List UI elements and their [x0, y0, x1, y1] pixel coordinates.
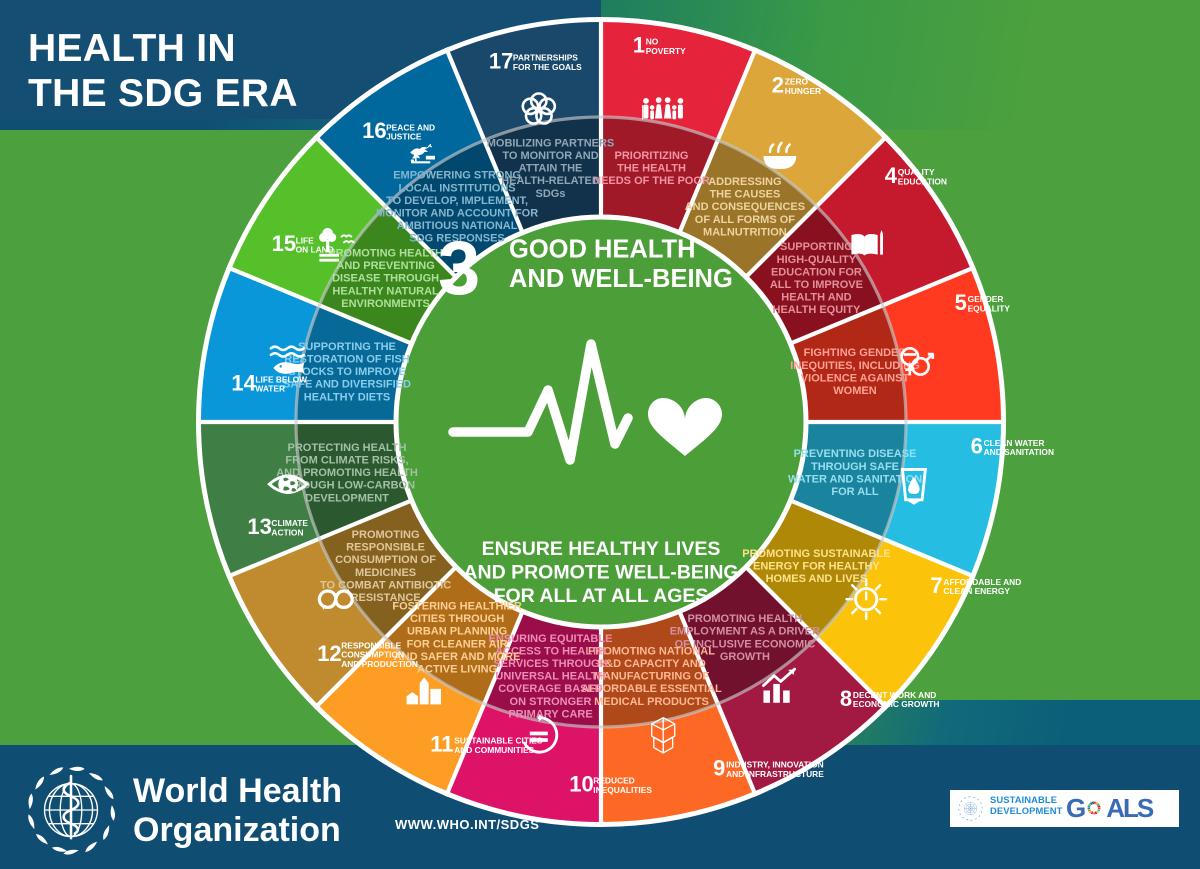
- svg-text:12: 12: [317, 641, 341, 666]
- svg-text:6: 6: [971, 434, 983, 459]
- svg-text:9: 9: [713, 756, 725, 781]
- svg-text:3: 3: [438, 226, 480, 311]
- svg-text:15: 15: [272, 231, 296, 256]
- svg-text:1: 1: [633, 32, 645, 57]
- svg-text:5: 5: [955, 290, 967, 315]
- svg-text:7: 7: [930, 573, 942, 598]
- svg-text:14: 14: [231, 370, 256, 395]
- svg-text:16: 16: [362, 118, 386, 143]
- svg-text:11: 11: [430, 731, 453, 756]
- svg-text:13: 13: [247, 514, 271, 539]
- svg-text:17: 17: [489, 48, 513, 73]
- svg-text:10: 10: [569, 772, 593, 797]
- svg-text:2: 2: [772, 73, 784, 98]
- svg-text:4: 4: [885, 163, 898, 188]
- svg-text:8: 8: [840, 686, 852, 711]
